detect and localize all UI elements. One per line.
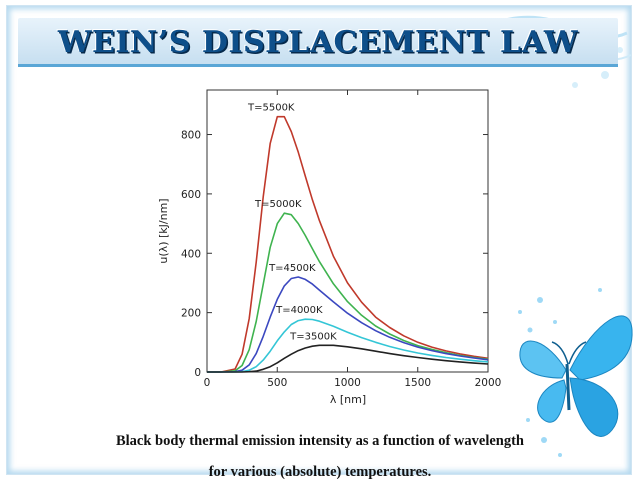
x-tick-label: 0 <box>204 377 211 389</box>
series-label: T=5000K <box>254 199 302 210</box>
series-line <box>207 212 489 373</box>
y-tick-label: 200 <box>181 308 201 320</box>
caption-line-1: Black body thermal emission intensity as… <box>115 433 525 449</box>
figure-caption: Black body thermal emission intensity as… <box>60 426 580 488</box>
plot-frame <box>206 89 489 373</box>
series-line <box>207 115 489 373</box>
series-line <box>207 276 489 373</box>
series-label: T=5500K <box>247 103 295 114</box>
x-axis-label: λ [nm] <box>330 393 366 406</box>
x-tick-label: 1000 <box>334 377 361 389</box>
x-tick-label: 2000 <box>475 377 502 389</box>
y-tick-label: 800 <box>181 130 201 142</box>
x-tick-label: 1500 <box>404 377 431 389</box>
series-label: T=3500K <box>289 331 337 342</box>
blackbody-chart: 0 500 1000 1500 2000 0 200 400 600 800 T=5500K T=5… <box>157 89 502 406</box>
title-banner: WEIN’S DISPLACEMENT LAW <box>18 18 618 66</box>
series-line <box>207 344 489 373</box>
x-tick-label: 500 <box>267 377 287 389</box>
series-label: T=4000K <box>275 305 323 316</box>
title-underline <box>18 64 618 67</box>
caption-line-2: for various (absolute) temperatures. <box>208 464 432 480</box>
slide-title: WEIN’S DISPLACEMENT LAW <box>57 25 579 60</box>
y-tick-label: 0 <box>194 367 201 379</box>
series-label: T=4500K <box>268 263 316 274</box>
y-tick-label: 400 <box>181 248 201 260</box>
butterfly-icon <box>518 288 633 457</box>
y-tick-label: 600 <box>181 189 201 201</box>
series-line <box>207 318 489 373</box>
chart-container: 0 500 1000 1500 2000 0 200 400 600 800 T=5500K T=5… <box>150 80 510 410</box>
y-axis-label: u(λ) [kJ/nm] <box>157 198 170 263</box>
